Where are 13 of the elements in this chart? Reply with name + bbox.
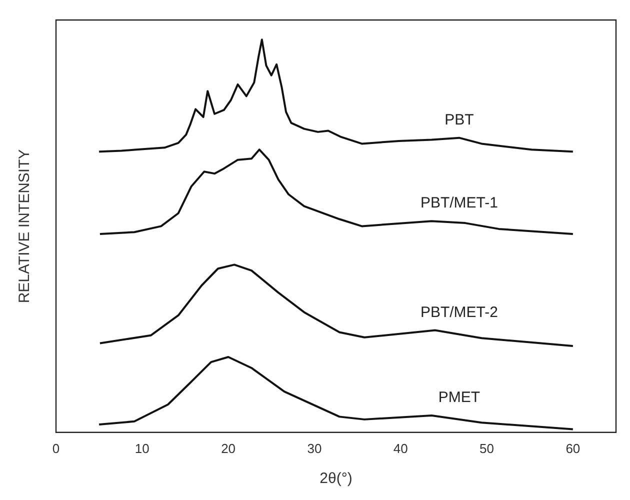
x-tick-label: 10 [134, 440, 150, 456]
x-tick-label: 0 [52, 440, 60, 456]
x-tick-label: 20 [221, 440, 236, 456]
series-label: PBT/MET-2 [420, 304, 498, 321]
x-axis-title: 2θ(°) [320, 470, 352, 488]
series-label: PMET [438, 389, 480, 406]
x-tick-label: 60 [566, 440, 580, 456]
y-axis-title: RELATIVE INTENSITY [16, 149, 34, 304]
series-label: PBT/MET-1 [420, 194, 498, 212]
series-label: PBT [444, 111, 474, 128]
x-tick-label: 50 [480, 440, 494, 456]
x-tick-label: 30 [307, 440, 322, 456]
x-tick-label: 40 [393, 440, 408, 456]
